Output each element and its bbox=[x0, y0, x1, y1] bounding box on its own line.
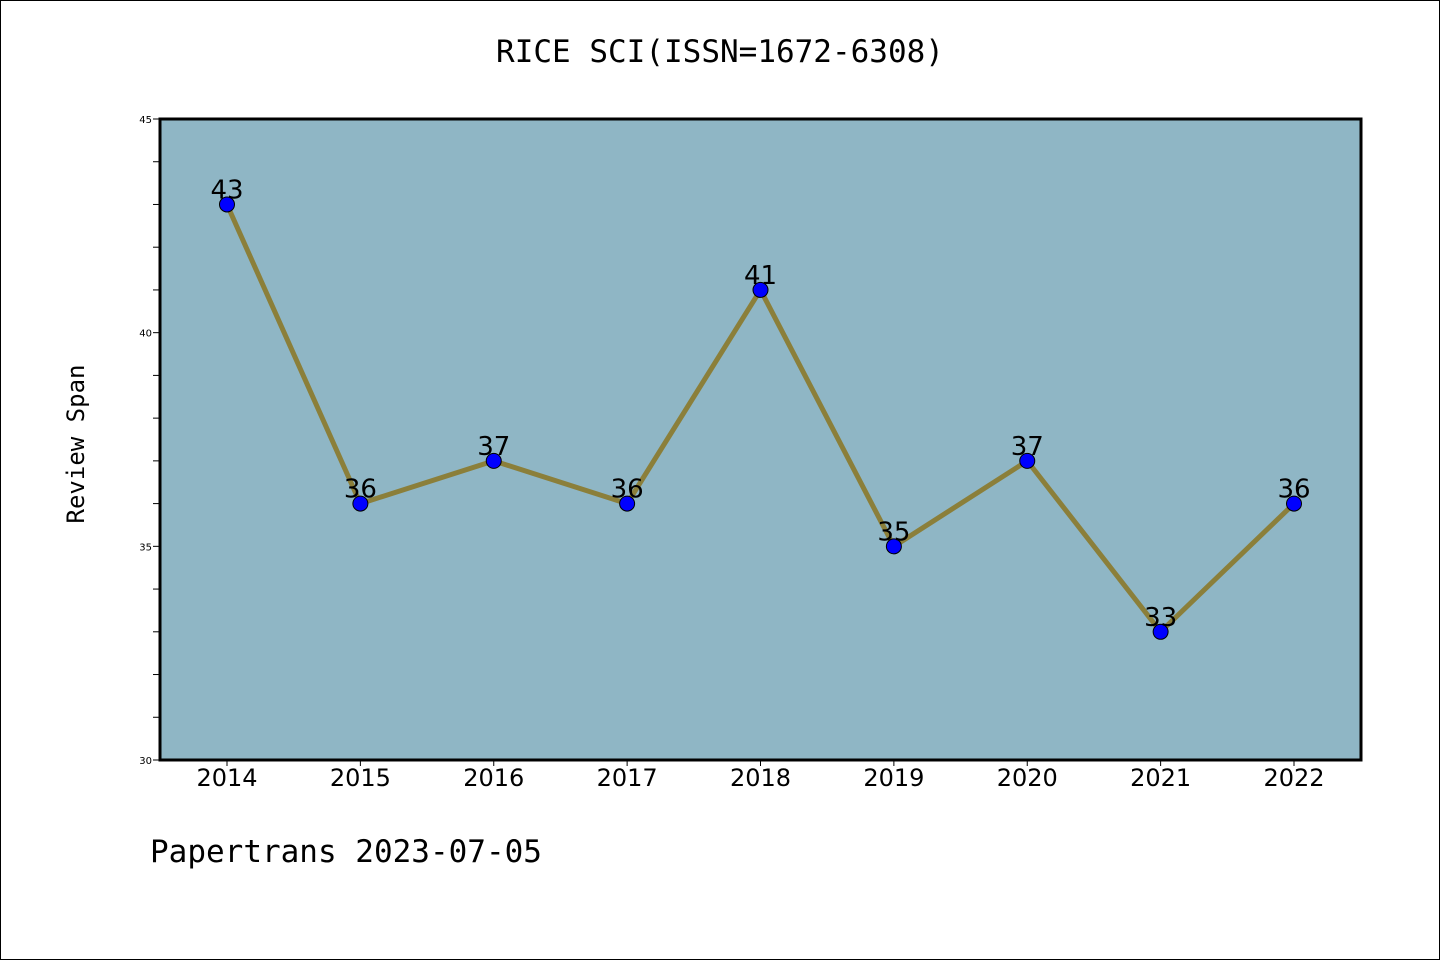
data-label: 33 bbox=[1144, 603, 1177, 633]
data-label: 36 bbox=[1277, 475, 1310, 505]
data-point bbox=[752, 281, 769, 298]
data-label: 36 bbox=[611, 475, 644, 505]
data-label: 41 bbox=[744, 261, 777, 291]
chart-title: RICE SCI(ISSN=1672-6308) bbox=[496, 34, 944, 70]
x-tick-label: 2017 bbox=[597, 764, 658, 792]
x-tick-label: 2016 bbox=[463, 764, 524, 792]
data-label: 43 bbox=[210, 175, 243, 205]
data-point bbox=[1286, 495, 1302, 512]
data-label: 37 bbox=[1011, 432, 1044, 462]
x-tick-label: 2018 bbox=[730, 764, 791, 792]
data-label: 36 bbox=[344, 475, 377, 505]
y-tick-label: 30 bbox=[139, 756, 152, 767]
plot-area bbox=[160, 119, 1361, 760]
data-point bbox=[485, 452, 502, 469]
y-tick-label: 45 bbox=[139, 115, 152, 126]
plot-frame bbox=[158, 117, 1363, 762]
y-tick-label: 35 bbox=[139, 542, 152, 553]
data-label: 35 bbox=[877, 517, 910, 547]
data-point bbox=[619, 495, 636, 512]
y-tick-label: 40 bbox=[139, 329, 152, 340]
x-tick-label: 2019 bbox=[863, 764, 924, 792]
data-point bbox=[1152, 623, 1169, 640]
data-label: 37 bbox=[477, 432, 510, 462]
x-tick-label: 2014 bbox=[196, 764, 257, 792]
x-tick-label: 2022 bbox=[1263, 764, 1324, 792]
footer-caption: Papertrans 2023-07-05 bbox=[150, 834, 542, 870]
data-point bbox=[352, 495, 369, 512]
data-point bbox=[885, 538, 902, 555]
x-tick-label: 2021 bbox=[1130, 764, 1191, 792]
x-tick-label: 2020 bbox=[997, 764, 1058, 792]
x-tick-label: 2015 bbox=[330, 764, 391, 792]
data-point bbox=[1019, 452, 1036, 469]
data-point bbox=[219, 196, 235, 213]
